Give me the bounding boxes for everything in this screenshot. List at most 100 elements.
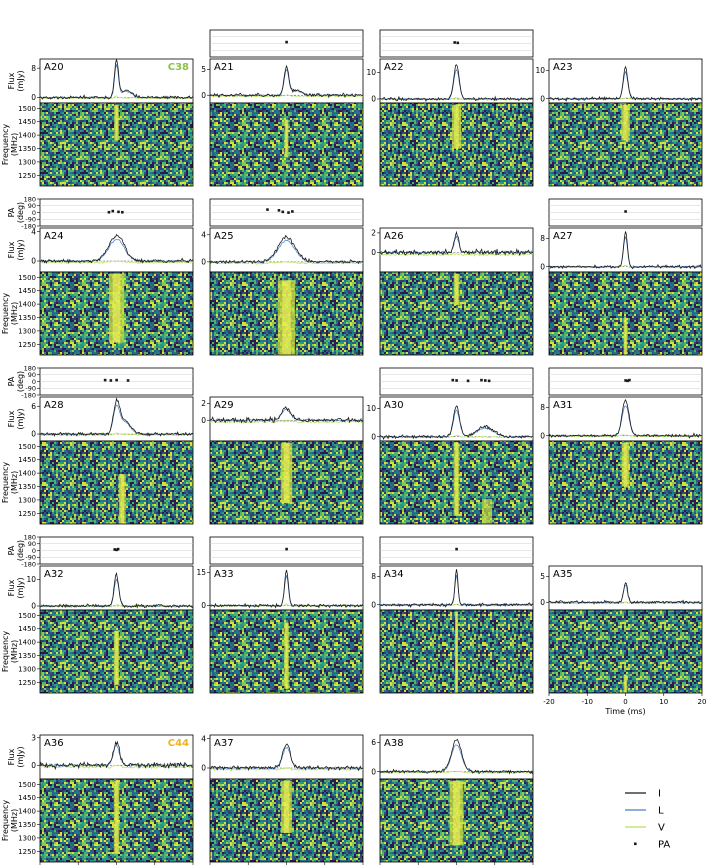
time-tick-label: 20 — [698, 698, 706, 706]
spectrum-frame — [39, 102, 194, 187]
flux-frame — [209, 227, 364, 273]
burst-panel-A30: 0 10 A30 — [366, 367, 534, 525]
flux-panel: 0 2 A26 — [371, 227, 534, 273]
pa-tick-label: -90 — [25, 216, 36, 224]
spectrum-frame — [209, 271, 364, 356]
flux-tick-label: 0 — [201, 91, 206, 100]
freq-tick-label: 1250 — [18, 848, 36, 856]
burst-emission-core — [455, 273, 458, 306]
time-tick-label: 0 — [623, 698, 627, 706]
burst-panel-A22: 0 10 A22 — [366, 29, 534, 187]
dynamic-spectrum — [379, 271, 534, 356]
flux-panel: 0 6 A28 Flux (mJy) — [7, 396, 194, 442]
flux-axis-label-line: Flux — [7, 410, 16, 427]
freq-axis-label: Frequency (MHz) — [1, 462, 19, 504]
freq-tick-label: 1250 — [18, 510, 36, 518]
pa-point — [628, 378, 631, 382]
pa-point — [626, 379, 629, 383]
flux-axis-label: Flux (mJy) — [7, 239, 25, 260]
flux-tick-label: 0 — [371, 432, 376, 441]
pa-panel — [379, 367, 534, 396]
component-tag: C44 — [168, 738, 189, 749]
pa-point — [107, 210, 111, 214]
burst-emission-core — [624, 674, 627, 693]
burst-emission-tail — [482, 499, 493, 524]
burst-panel-A21: 0 5 A21 — [201, 29, 364, 187]
flux-panel: 0 10 A32 Flux (mJy) — [7, 565, 194, 611]
burst-emission-core — [120, 474, 124, 524]
flux-frame — [379, 396, 534, 442]
pa-point — [115, 548, 118, 552]
pa-point — [455, 379, 458, 382]
burst-emission-core — [283, 780, 290, 833]
flux-tick-label: 0 — [540, 94, 545, 103]
pa-point — [285, 40, 288, 44]
dynamic-spectrum: 1250 1300 1350 1400 1450 1500 Frequency (MHz) — [1, 271, 194, 356]
flux-tick-label: 0 — [31, 93, 36, 102]
freq-axis-label-line: (MHz) — [10, 640, 19, 663]
flux-axis-label-line: (mJy) — [16, 239, 25, 260]
burst-emission-core — [454, 104, 459, 149]
flux-series-L — [379, 235, 534, 255]
flux-frame — [379, 227, 534, 273]
freq-tick-label: 1400 — [18, 301, 36, 309]
pa-point — [277, 209, 281, 212]
pa-tick-label: 90 — [28, 371, 36, 379]
pa-axis-label-line: (deg) — [16, 202, 25, 223]
pa-point — [266, 208, 269, 211]
pa-point — [116, 547, 120, 551]
flux-tick-label: 10 — [366, 68, 376, 77]
panel-label: A30 — [384, 400, 404, 411]
dynamic-spectrum: 1250 1300 1350 1400 1450 1500 Frequency (MHz) — [1, 102, 194, 187]
burst-panel-A20: 0 8 A20 C38 Flux (mJy) 1250 1300 1350 1400 1450 150… — [1, 58, 194, 187]
flux-tick-label: 2 — [201, 399, 206, 408]
pa-point — [291, 210, 294, 213]
dynamic-spectrum — [209, 440, 364, 525]
flux-series-V — [548, 265, 703, 269]
burst-emission-core — [455, 442, 458, 516]
burst-panel-A27: 0 8 A27 — [540, 198, 703, 356]
panel-label: A22 — [384, 62, 404, 73]
panel-label: A20 — [44, 62, 64, 73]
pa-point — [466, 379, 470, 383]
freq-axis-label-line: Frequency — [1, 631, 10, 673]
spectrum-frame — [379, 102, 534, 187]
freq-tick-label: 1350 — [18, 821, 36, 829]
legend-label: I — [658, 789, 661, 800]
burst-emission-core — [115, 104, 118, 141]
freq-tick-label: 1450 — [18, 287, 36, 295]
legend-marker — [634, 842, 637, 846]
pa-point — [117, 210, 120, 214]
freq-axis-label: Frequency (MHz) — [1, 631, 19, 673]
flux-panel: 0 5 A21 — [201, 58, 364, 104]
flux-tick-label: 8 — [540, 234, 545, 243]
burst-emission-core — [115, 630, 118, 685]
flux-series-I — [209, 406, 364, 424]
pa-tick-label: -180 — [21, 560, 36, 568]
flux-series-I — [379, 230, 534, 256]
freq-tick-label: 1350 — [18, 483, 36, 491]
freq-tick-label: 1400 — [18, 808, 36, 816]
freq-axis-label-line: Frequency — [1, 293, 10, 335]
freq-tick-label: 1500 — [18, 781, 36, 789]
freq-tick-label: 1500 — [18, 443, 36, 451]
freq-tick-label: 1300 — [18, 665, 36, 673]
flux-axis-label-line: Flux — [7, 241, 16, 258]
flux-panel: 0 6 A38 — [371, 734, 534, 780]
legend-item-I: I — [625, 789, 661, 800]
flux-panel: 0 10 A23 — [535, 58, 703, 104]
dynamic-spectrum — [379, 102, 534, 187]
flux-series-I — [209, 64, 364, 99]
pa-panel — [379, 536, 534, 565]
panel-label: A34 — [384, 569, 404, 580]
pa-axis-label-line: PA — [7, 545, 16, 555]
spectrum-frame — [548, 102, 703, 187]
dynamic-spectrum: 1250 1300 1350 1400 1450 1500 Frequency(MHz) -2… — [1, 778, 197, 868]
dynamic-spectrum — [548, 102, 703, 187]
freq-axis-label-line: (MHz) — [10, 133, 19, 156]
panel-label: A38 — [384, 738, 404, 749]
